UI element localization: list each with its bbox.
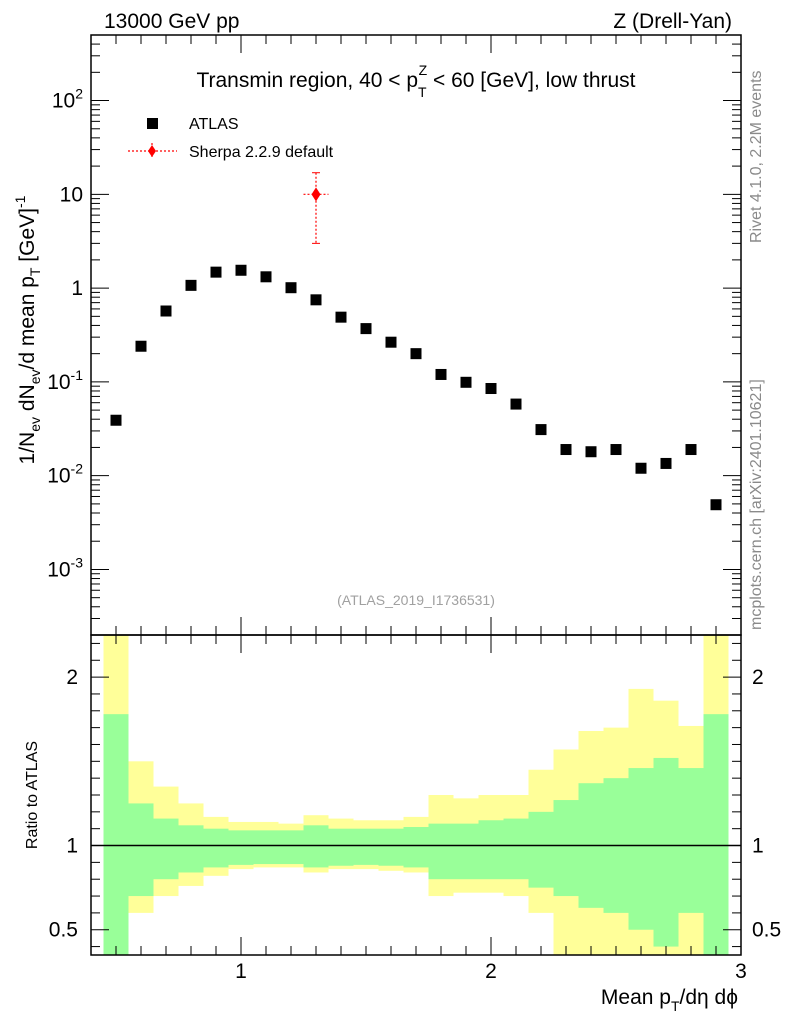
header-left: 13000 GeV pp [104, 10, 239, 33]
ratio-inner-band-bin [228, 830, 254, 865]
ratio-inner-band-bin [253, 830, 279, 865]
atlas-data-point [560, 444, 572, 456]
atlas-data-point [685, 444, 697, 456]
ratio-y-tick-label-right: 0.5 [752, 919, 781, 942]
sherpa-data-point [311, 187, 321, 202]
atlas-data-point [635, 462, 647, 474]
atlas-data-point [460, 376, 472, 388]
y-tick-label: 1 [71, 277, 83, 300]
atlas-data-point [485, 383, 497, 395]
legend-sherpa-marker [148, 145, 156, 157]
legend-sherpa-label: Sherpa 2.2.9 default [189, 144, 334, 161]
legend-atlas-label: ATLAS [189, 116, 239, 133]
y-axis-title: 1/Nev dNev/d mean pT [GeV]-1 [12, 195, 43, 464]
ratio-inner-band-bin [503, 818, 529, 880]
ratio-inner-band-bin [328, 828, 354, 866]
ratio-inner-band-bin [553, 800, 579, 897]
x-tick-label: 2 [485, 960, 497, 983]
atlas-data-point [160, 305, 172, 317]
atlas-data-point [360, 323, 372, 335]
atlas-data-point [310, 294, 322, 306]
rivet-label: Rivet 4.1.0, 2.2M events [748, 70, 765, 243]
atlas-data-point [585, 446, 597, 458]
y-tick-label: 10-1 [47, 367, 83, 394]
atlas-data-point [610, 444, 622, 456]
atlas-data-point [535, 424, 547, 436]
legend: ATLAS Sherpa 2.2.9 default [128, 116, 334, 161]
axis-ticks [90, 34, 742, 955]
atlas-data-point [660, 457, 672, 469]
y-tick-label: 10-2 [47, 461, 83, 488]
ratio-inner-band-bin [178, 825, 204, 873]
ratio-inner-band-bin [378, 828, 404, 866]
atlas-data-point [135, 340, 147, 352]
atlas-data-point [210, 266, 222, 278]
ratio-inner-band-bin [428, 823, 454, 880]
atlas-data-point [335, 311, 347, 323]
ratio-inner-band-bin [478, 820, 504, 880]
header-right: Z (Drell-Yan) [613, 10, 732, 33]
ratio-inner-band-bin [353, 828, 379, 865]
ratio-y-tick-label-right: 2 [752, 666, 764, 689]
ratio-y-tick-label-left: 0.5 [49, 919, 78, 942]
ratio-inner-band-bin [128, 803, 154, 897]
ratio-inner-band-bin [403, 827, 429, 868]
ratio-inner-band-bin [103, 714, 129, 955]
y-tick-label: 10 [60, 183, 83, 206]
atlas-data-point [110, 414, 122, 426]
legend-atlas-marker [147, 118, 158, 129]
ratio-y-axis-title: Ratio to ATLAS [24, 741, 41, 849]
atlas-data-point [285, 282, 297, 294]
atlas-data-point [185, 279, 197, 291]
y-tick-label: 102 [52, 86, 83, 113]
ratio-inner-band-bin [453, 823, 479, 880]
x-axis-title: Mean pT/dη dϕ [601, 986, 738, 1014]
ratio-inner-band-bin [628, 768, 654, 930]
x-tick-label: 1 [235, 960, 247, 983]
analysis-tag: (ATLAS_2019_I1736531) [337, 592, 495, 608]
ratio-y-tick-label-left: 2 [66, 666, 78, 689]
atlas-data-point [510, 398, 522, 410]
ratio-inner-band-bin [678, 768, 704, 913]
ratio-inner-band-bin [203, 828, 229, 868]
ratio-uncertainty-bands [103, 635, 729, 955]
atlas-data-point [435, 368, 447, 380]
data-markers [110, 172, 722, 511]
atlas-data-point [710, 499, 722, 511]
atlas-data-point [260, 271, 272, 283]
atlas-data-point [235, 264, 247, 276]
plot-title: Transmin region, 40 < pTZ < 60 [GeV], lo… [196, 62, 635, 100]
ratio-inner-band-bin [278, 830, 304, 865]
ratio-inner-band-bin [153, 818, 179, 880]
x-tick-label: 3 [735, 960, 747, 983]
ratio-inner-band-bin [653, 757, 679, 947]
y-tick-label: 10-3 [47, 554, 83, 581]
ratio-y-tick-label-right: 1 [752, 835, 764, 858]
ratio-inner-band-bin [528, 811, 554, 888]
atlas-data-point [410, 348, 422, 360]
mcplots-label: mcplots.cern.ch [arXiv:2401.10621] [748, 379, 765, 630]
atlas-data-point [385, 336, 397, 348]
ratio-inner-band-bin [303, 825, 329, 868]
ratio-inner-band-bin [703, 714, 729, 955]
ratio-y-tick-label-left: 1 [66, 835, 78, 858]
